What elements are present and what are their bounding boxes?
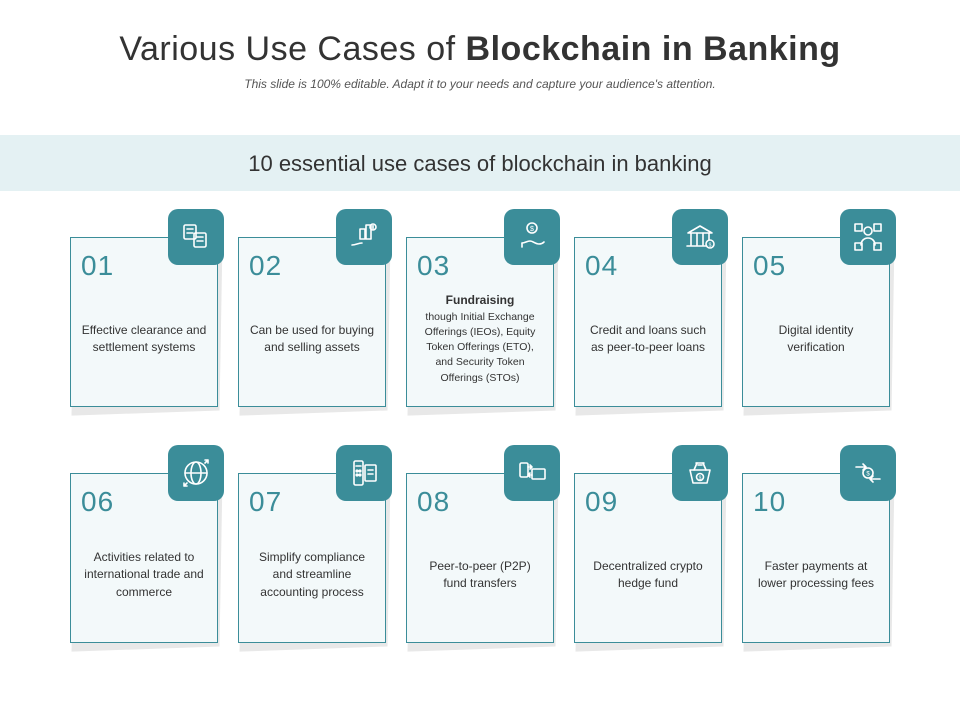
card-desc: Fundraisingthough Initial Exchange Offer… xyxy=(417,282,543,396)
calc-icon xyxy=(336,445,392,501)
card-desc: Faster payments at lower processing fees xyxy=(753,518,879,632)
svg-text:$: $ xyxy=(866,472,870,478)
assets-icon xyxy=(336,209,392,265)
card-10: 10Faster payments at lower processing fe… xyxy=(742,473,890,643)
globe-icon xyxy=(168,445,224,501)
card-09: 09Decentralized crypto hedge fund$ xyxy=(574,473,722,643)
main-title: Various Use Cases of Blockchain in Banki… xyxy=(0,30,960,69)
banner: 10 essential use cases of blockchain in … xyxy=(0,135,960,191)
title-block: Various Use Cases of Blockchain in Banki… xyxy=(0,0,960,91)
card-01: 01Effective clearance and settlement sys… xyxy=(70,237,218,407)
card-desc: Effective clearance and settlement syste… xyxy=(81,282,207,396)
docs-icon xyxy=(168,209,224,265)
svg-text:$: $ xyxy=(699,476,702,482)
card-desc: Credit and loans such as peer-to-peer lo… xyxy=(585,282,711,396)
card-desc: Simplify compliance and streamline accou… xyxy=(249,518,375,632)
svg-text:$: $ xyxy=(709,243,712,249)
card-05: 05Digital identity verification xyxy=(742,237,890,407)
card-desc: Digital identity verification xyxy=(753,282,879,396)
card-08: 08Peer-to-peer (P2P) fund transfers xyxy=(406,473,554,643)
card-07: 07Simplify compliance and streamline acc… xyxy=(238,473,386,643)
payments-icon: $ xyxy=(840,445,896,501)
card-grid: 01Effective clearance and settlement sys… xyxy=(0,237,960,673)
title-bold: Blockchain in Banking xyxy=(466,30,841,68)
card-desc: Peer-to-peer (P2P) fund transfers xyxy=(417,518,543,632)
card-06: 06Activities related to international tr… xyxy=(70,473,218,643)
svg-text:$: $ xyxy=(530,226,534,233)
card-02: 02Can be used for buying and selling ass… xyxy=(238,237,386,407)
title-prefix: Various Use Cases of xyxy=(119,30,465,68)
identity-icon xyxy=(840,209,896,265)
basket-icon: $ xyxy=(672,445,728,501)
p2p-icon xyxy=(504,445,560,501)
card-desc: Activities related to international trad… xyxy=(81,518,207,632)
card-desc-title: Fundraising xyxy=(417,292,543,309)
card-03: 03Fundraisingthough Initial Exchange Off… xyxy=(406,237,554,407)
subtitle: This slide is 100% editable. Adapt it to… xyxy=(0,77,960,91)
bank-icon: $ xyxy=(672,209,728,265)
card-04: 04Credit and loans such as peer-to-peer … xyxy=(574,237,722,407)
card-desc-body: though Initial Exchange Offerings (IEOs)… xyxy=(417,310,543,386)
card-desc: Can be used for buying and selling asset… xyxy=(249,282,375,396)
fund-icon: $ xyxy=(504,209,560,265)
card-desc: Decentralized crypto hedge fund xyxy=(585,518,711,632)
